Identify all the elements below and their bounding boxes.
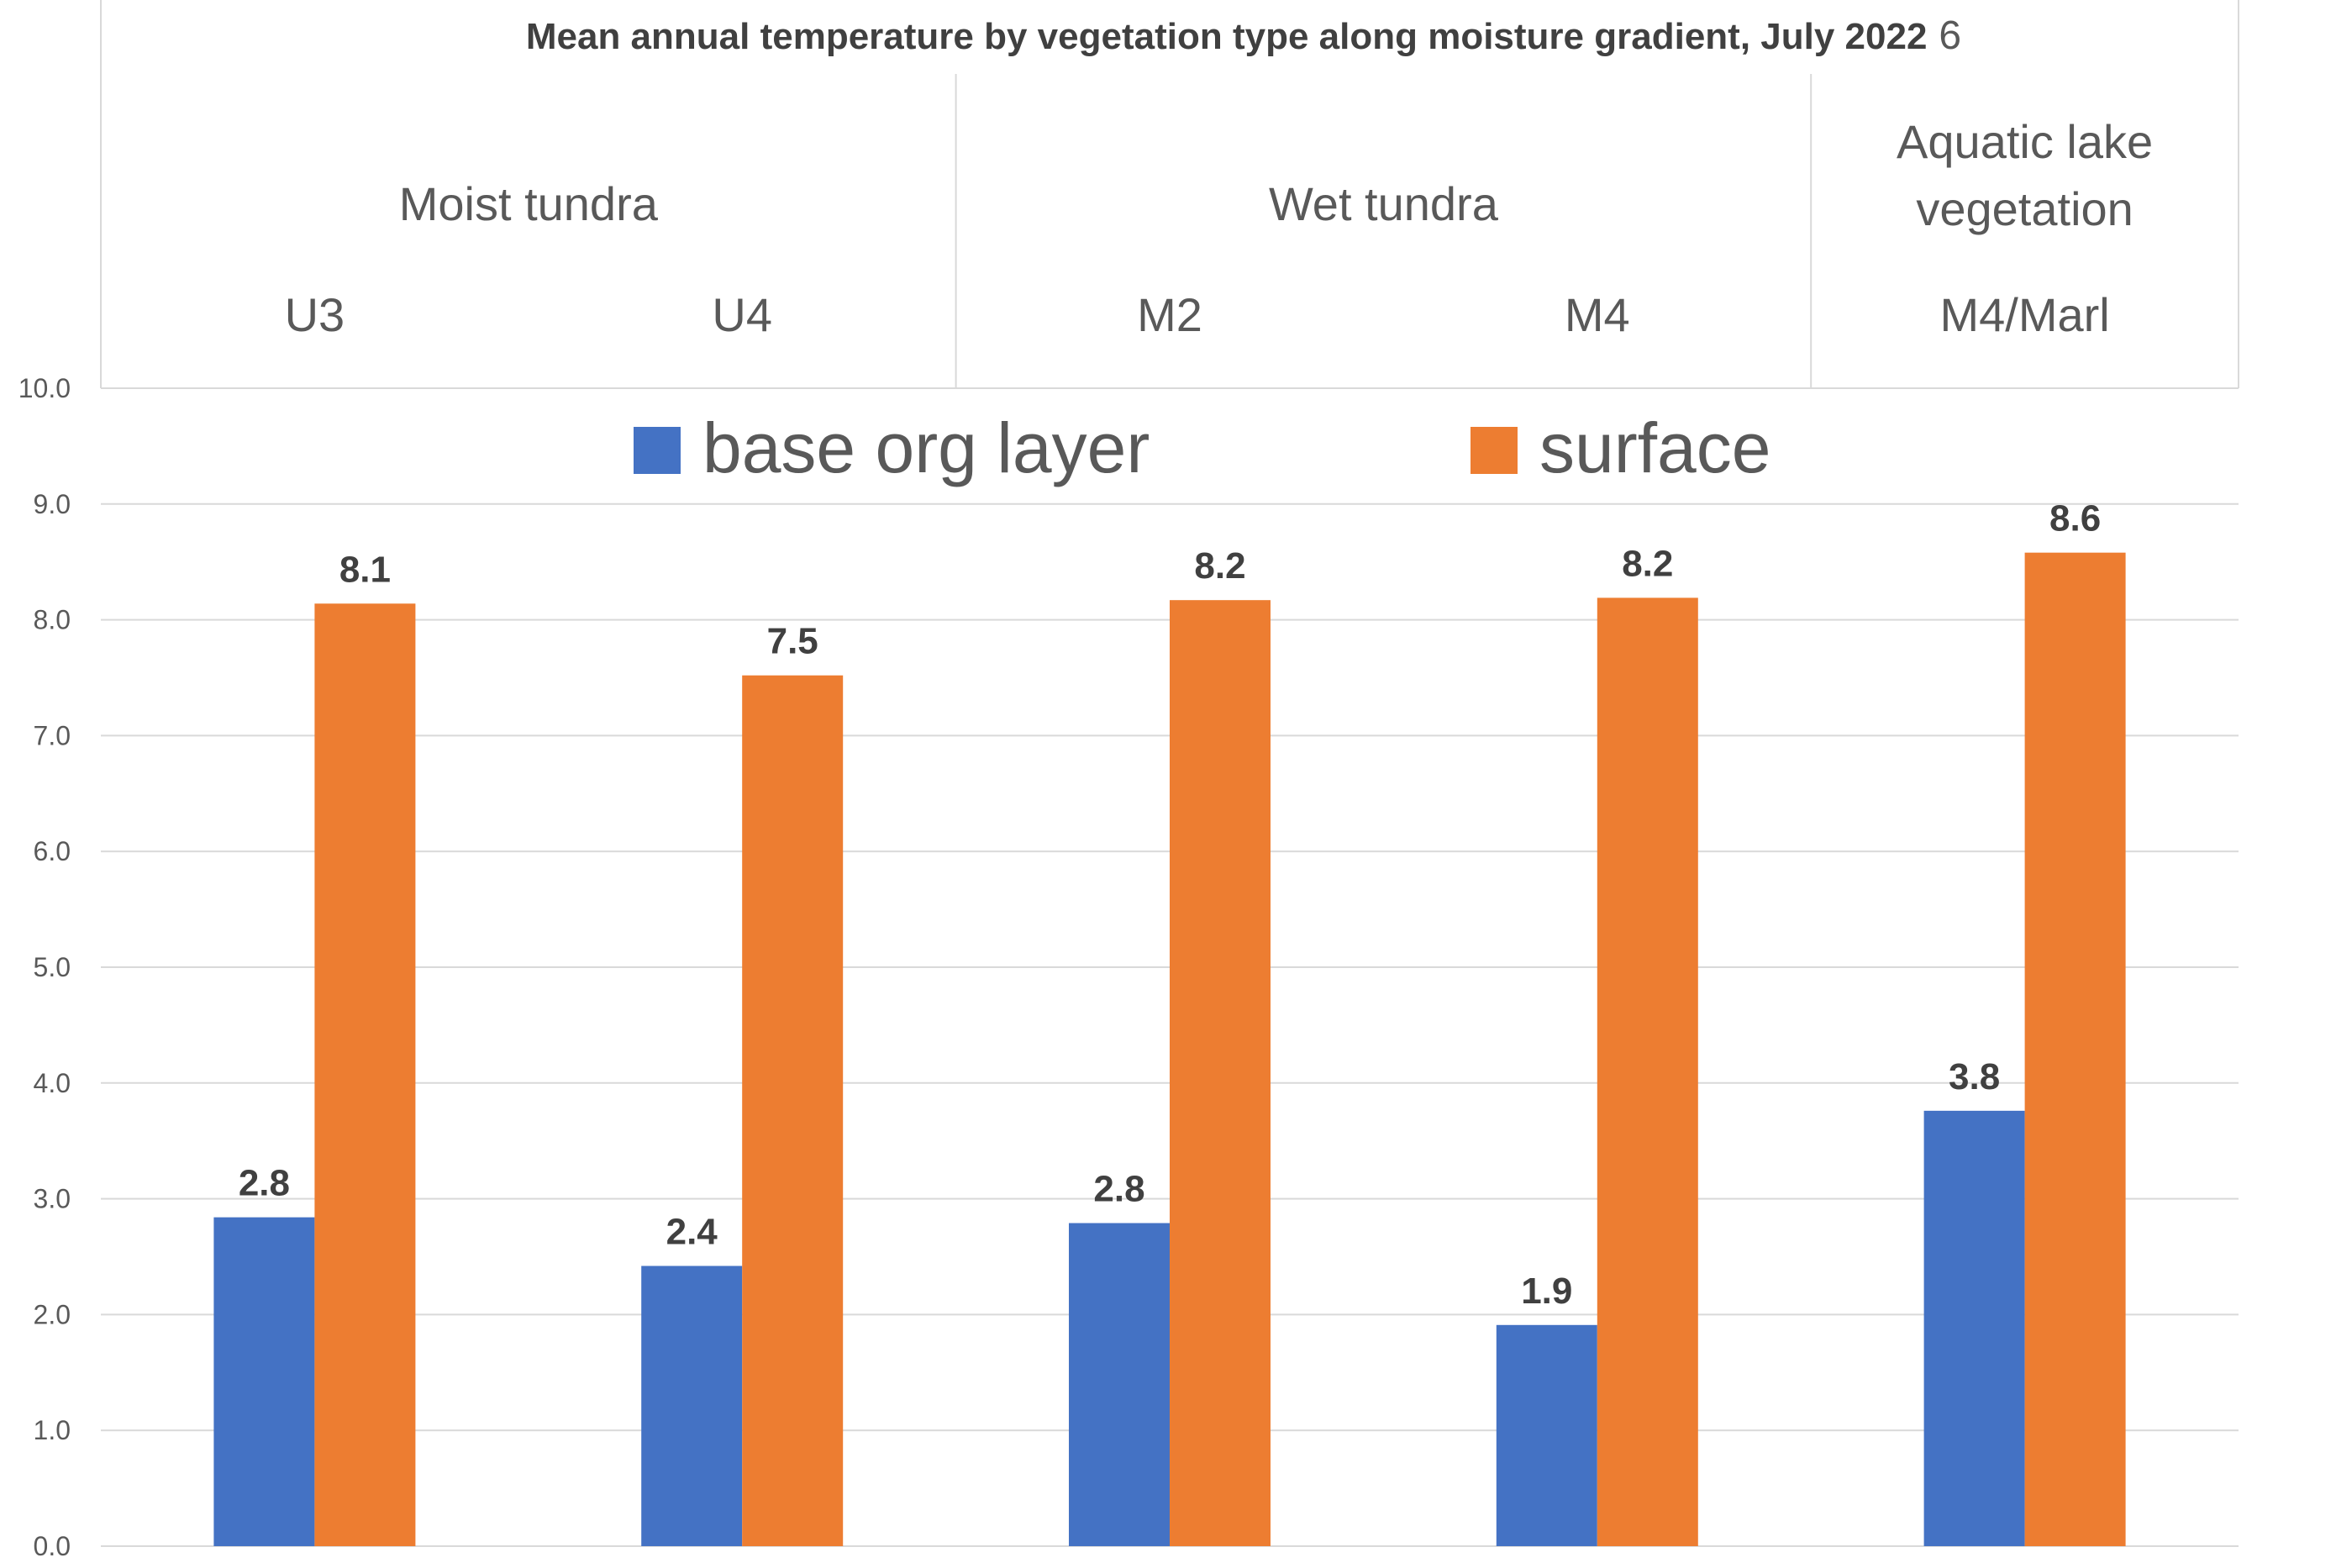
data-label: 8.1: [339, 549, 391, 590]
group-label: Moist tundra: [399, 177, 659, 230]
data-label: 1.9: [1521, 1271, 1572, 1312]
bar-base-org-layer: [1923, 1110, 2025, 1546]
bar-base-org-layer: [213, 1217, 315, 1546]
data-label: 7.5: [767, 621, 818, 662]
bar-base-org-layer: [641, 1265, 743, 1546]
y-tick-label: 3.0: [34, 1184, 71, 1214]
category-label: U4: [712, 288, 772, 341]
bars: [213, 552, 2126, 1547]
legend-swatch: [634, 427, 681, 474]
y-tick-label: 9.0: [34, 489, 71, 519]
data-label: 8.2: [1622, 543, 1673, 584]
y-tick-label: 0.0: [34, 1531, 71, 1561]
data-label: 2.4: [666, 1212, 718, 1253]
group-label-line: vegetation: [1916, 182, 2133, 235]
bar-surface: [742, 675, 844, 1546]
category-label: M4: [1565, 288, 1630, 341]
category-label: U3: [285, 288, 345, 341]
category-label: M2: [1137, 288, 1202, 341]
y-tick-label: 6.0: [34, 836, 71, 866]
bar-surface: [2024, 552, 2126, 1546]
data-label: 2.8: [239, 1163, 290, 1204]
bar-base-org-layer: [1069, 1223, 1170, 1546]
bar-surface: [1597, 597, 1698, 1547]
category-axis: Moist tundra U3 U4 Wet tundra M2 M4 Aquatic la…: [100, 0, 2239, 388]
legend-label: surface: [1539, 408, 1770, 487]
bar-base-org-layer: [1496, 1324, 1597, 1546]
data-label: 3.8: [1949, 1056, 2000, 1097]
data-label: 8.2: [1194, 545, 1245, 587]
y-tick-label: 10.0: [18, 373, 71, 403]
chart-title-main: Mean annual temperature by vegetation ty…: [526, 16, 1928, 57]
y-tick-label: 8.0: [34, 605, 71, 635]
y-tick-label: 5.0: [34, 952, 71, 982]
group-label: Wet tundra: [1269, 177, 1499, 230]
legend: base org layer surface: [634, 408, 1770, 487]
bar-surface: [314, 603, 416, 1546]
y-tick-label: 2.0: [34, 1299, 71, 1329]
chart-title-note: 6: [1939, 13, 1961, 58]
data-label: 2.8: [1093, 1169, 1144, 1210]
y-tick-label: 1.0: [34, 1415, 71, 1445]
y-axis: 0.0 1.0 2.0 3.0 4.0 5.0 6.0 7.0 8.0 9.0 10.0: [18, 373, 71, 1561]
legend-label: base org layer: [702, 408, 1150, 487]
chart-title: Mean annual temperature by vegetation ty…: [526, 13, 1961, 58]
legend-swatch: [1471, 427, 1518, 474]
data-labels: 2.8 8.1 2.4 7.5 2.8 8.2 1.9 8.2 3.8 8.6: [239, 498, 2101, 1312]
bar-surface: [1170, 600, 1271, 1546]
y-tick-label: 7.0: [34, 720, 71, 750]
group-label-line: Aquatic lake: [1897, 115, 2153, 168]
y-tick-label: 4.0: [34, 1068, 71, 1098]
category-label: M4/Marl: [1939, 288, 2109, 341]
data-label: 8.6: [2049, 498, 2101, 539]
